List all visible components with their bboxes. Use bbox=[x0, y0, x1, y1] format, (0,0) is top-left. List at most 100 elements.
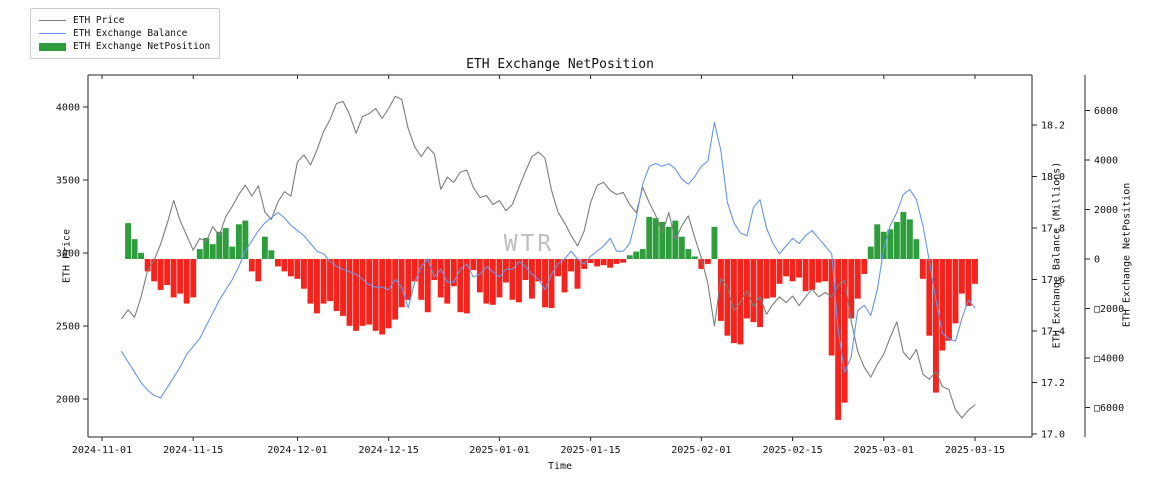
netposition-bar-positive bbox=[646, 216, 653, 259]
balance-tick-label: 17.2 bbox=[1041, 378, 1065, 389]
netposition-bar-negative bbox=[744, 259, 750, 319]
netposition-bar-negative bbox=[783, 259, 789, 277]
netposition-bar-negative bbox=[476, 259, 483, 293]
legend: ETH Price ETH Exchange Balance ETH Excha… bbox=[30, 8, 221, 59]
netposition-bar-negative bbox=[411, 259, 418, 282]
netposition-bar-negative bbox=[177, 259, 184, 294]
netposition-bar-negative bbox=[594, 259, 601, 267]
balance-tick-label: 17.4 bbox=[1041, 327, 1065, 338]
netposition-bar-positive bbox=[261, 236, 268, 259]
netposition-bar-negative bbox=[496, 259, 503, 298]
netposition-bar-negative bbox=[731, 259, 737, 344]
netposition-bar-negative bbox=[561, 259, 568, 293]
tick-labels: 2024-11-01 2024-11-15 2024-12-01 2024-12-15… bbox=[56, 103, 1124, 457]
netposition-bar-negative bbox=[724, 259, 731, 336]
netposition-bar-negative bbox=[288, 259, 294, 277]
netposition-bar-positive bbox=[900, 212, 907, 259]
netposition-tick-label: □6000 bbox=[1094, 403, 1124, 414]
netposition-bar-negative bbox=[301, 259, 307, 289]
netposition-bar-negative bbox=[248, 259, 255, 272]
netposition-bar-positive bbox=[209, 244, 216, 259]
legend-rect-swatch-netposition bbox=[39, 42, 66, 51]
netposition-bar-negative bbox=[320, 259, 327, 304]
netposition-bar-negative bbox=[281, 259, 288, 272]
netposition-bar-negative bbox=[861, 259, 868, 274]
netposition-bar-positive bbox=[242, 220, 249, 259]
netposition-bar-negative bbox=[789, 259, 796, 282]
netposition-bar-negative bbox=[372, 259, 379, 331]
y-axis-label-balance: ETH Exchange Balance (Millions) bbox=[1051, 161, 1063, 349]
netposition-bar-negative bbox=[704, 259, 711, 264]
x-tick-label: 2024-12-01 bbox=[267, 445, 327, 456]
netposition-bar-negative bbox=[418, 259, 425, 300]
netposition-bar-negative bbox=[835, 259, 842, 420]
netposition-bar-negative bbox=[405, 259, 412, 300]
eth-price-line bbox=[120, 95, 976, 419]
netposition-bar-negative bbox=[424, 259, 431, 313]
netposition-bar-positive bbox=[659, 221, 666, 259]
netposition-bar-negative bbox=[255, 259, 262, 282]
watermark: WTR bbox=[503, 231, 555, 257]
price-tick-label: 2500 bbox=[56, 322, 80, 333]
netposition-bar-negative bbox=[437, 259, 444, 298]
netposition-bar-positive bbox=[639, 249, 646, 259]
axes-spines bbox=[87, 74, 1086, 438]
netposition-bar-negative bbox=[548, 259, 555, 308]
netposition-bar-negative bbox=[828, 259, 835, 356]
netposition-bar-negative bbox=[392, 259, 399, 320]
netposition-bar-negative bbox=[509, 259, 516, 300]
netposition-tick-label: 4000 bbox=[1094, 156, 1118, 167]
netposition-bar-negative bbox=[307, 259, 314, 304]
legend-label-eth-price: ETH Price bbox=[73, 15, 125, 26]
legend-label-netposition: ETH Exchange NetPosition bbox=[73, 41, 211, 52]
balance-tick-label: 18.2 bbox=[1041, 121, 1065, 132]
netposition-bar-positive bbox=[235, 224, 242, 259]
netposition-bar-negative bbox=[854, 259, 861, 299]
netposition-bar-negative bbox=[359, 259, 366, 326]
netposition-bar-negative bbox=[952, 259, 959, 324]
netposition-bar-negative bbox=[346, 259, 353, 326]
netposition-bar-negative bbox=[151, 259, 158, 282]
netposition-bar-positive bbox=[652, 218, 659, 259]
netposition-bar-negative bbox=[327, 259, 333, 302]
legend-item-netposition: ETH Exchange NetPosition bbox=[39, 40, 210, 53]
netposition-bar-positive bbox=[131, 239, 138, 259]
netposition-bar-negative bbox=[757, 259, 763, 328]
legend-item-eth-price: ETH Price bbox=[39, 14, 210, 27]
netposition-bar-negative bbox=[516, 259, 522, 303]
balance-tick-label: 17.0 bbox=[1041, 430, 1065, 441]
netposition-bar-positive bbox=[665, 226, 672, 259]
netposition-bar-negative bbox=[275, 259, 281, 267]
netposition-bar-negative bbox=[965, 259, 972, 306]
netposition-bar-negative bbox=[542, 259, 548, 308]
netposition-bar-negative bbox=[926, 259, 933, 336]
netposition-bar-negative bbox=[770, 259, 776, 298]
x-tick-label: 2024-12-15 bbox=[359, 445, 419, 456]
netposition-bar-negative bbox=[568, 259, 574, 272]
tick-marks bbox=[83, 75, 1090, 441]
netposition-bar-positive bbox=[913, 239, 920, 259]
netposition-bar-negative bbox=[822, 259, 829, 282]
netposition-bar-negative bbox=[503, 259, 509, 283]
x-tick-label: 2024-11-01 bbox=[72, 445, 132, 456]
netposition-bar-negative bbox=[535, 259, 542, 282]
x-axis-label: Time bbox=[547, 461, 573, 472]
x-tick-label: 2025-02-15 bbox=[762, 445, 822, 456]
netposition-bar-positive bbox=[906, 219, 913, 259]
balance-tick-label: 18.0 bbox=[1041, 172, 1065, 183]
x-tick-label: 2025-03-15 bbox=[945, 445, 1005, 456]
netposition-bar-positive bbox=[222, 228, 229, 259]
netposition-bar-positive bbox=[138, 252, 144, 259]
price-tick-label: 2000 bbox=[56, 395, 80, 406]
netposition-bar-negative bbox=[314, 259, 320, 314]
legend-line-swatch-price bbox=[39, 20, 66, 21]
netposition-bar-negative bbox=[809, 259, 816, 290]
legend-item-exchange-balance: ETH Exchange Balance bbox=[39, 27, 210, 40]
x-tick-label: 2025-02-01 bbox=[671, 445, 731, 456]
netposition-bar-positive bbox=[268, 250, 275, 259]
netposition-bar-negative bbox=[815, 259, 822, 283]
netposition-bar-negative bbox=[164, 259, 171, 285]
netposition-bar-negative bbox=[939, 259, 946, 351]
